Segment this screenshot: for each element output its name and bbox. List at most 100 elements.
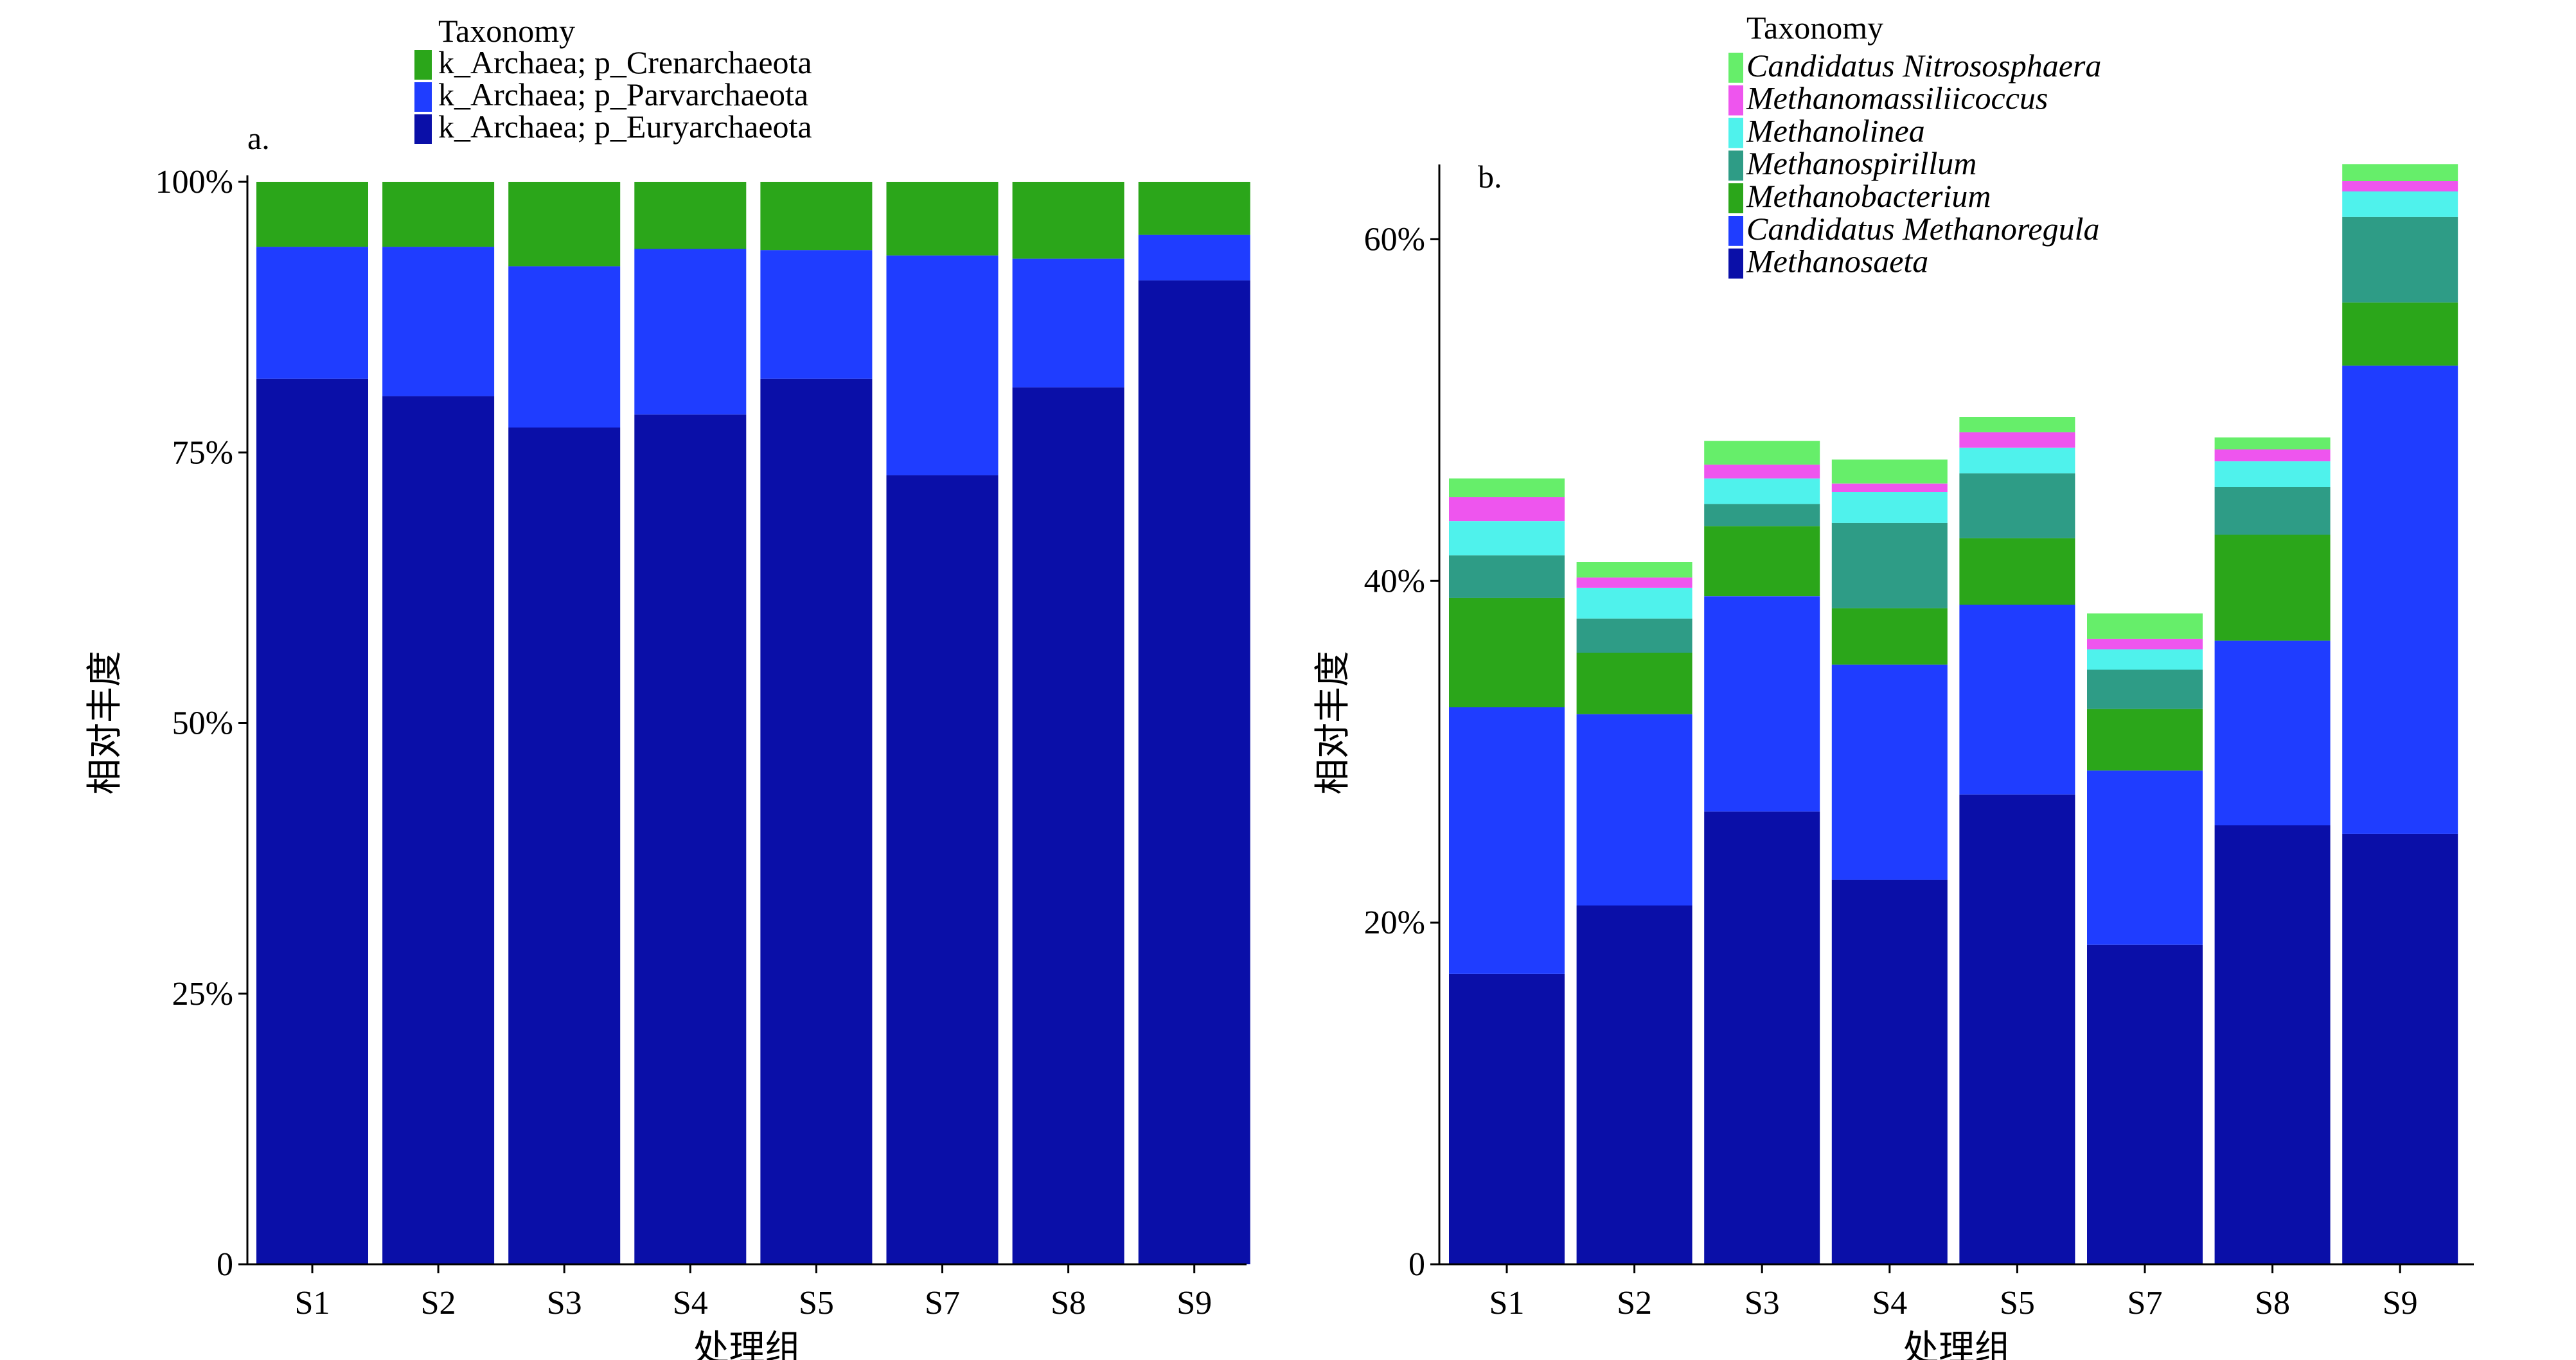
b-bar-s3-series-3	[1704, 504, 1820, 527]
b-bar-s5-series-2	[1959, 538, 2075, 605]
panel-b-label: b.	[1478, 159, 1502, 195]
b-bar-s1-series-4	[1449, 521, 1565, 556]
a-y-tick-label: 100%	[155, 164, 233, 200]
b-bar-s9-series-3	[2342, 216, 2458, 303]
b-bar-s4-series-3	[1831, 522, 1948, 608]
b-bar-s1-series-3	[1449, 555, 1565, 598]
b-bar-s1-series-1	[1449, 707, 1565, 974]
b-x-tick-label-s1: S1	[1489, 1285, 1525, 1321]
panel-a-label: a.	[247, 120, 270, 156]
a-bar-s2-series-0	[382, 396, 495, 1264]
b-x-tick-label-s4: S4	[1872, 1285, 1907, 1321]
b-x-tick-label-s5: S5	[2000, 1285, 2035, 1321]
a-legend-title: Taxonomy	[438, 13, 575, 49]
a-bar-s2-series-1	[382, 247, 495, 396]
b-bar-s5-series-5	[1959, 432, 2075, 448]
b-bar-s1-series-6	[1449, 478, 1565, 497]
b-bar-s8-series-1	[2214, 640, 2331, 826]
a-x-tick-label-s2: S2	[421, 1285, 456, 1321]
b-legend-label: Candidatus Methanoregula	[1746, 211, 2100, 247]
b-bar-s1-series-0	[1449, 973, 1565, 1264]
b-x-tick-label-s7: S7	[2127, 1285, 2163, 1321]
b-bar-s2-series-4	[1576, 587, 1692, 619]
panel-b: b. 0 20% 40% 60% S1 S2 S3 S4 S5 S7 S8 S9 处理组 相对丰度 Taxo…	[1313, 10, 2474, 1360]
b-bar-s7-series-0	[2087, 944, 2203, 1264]
a-y-tick-label: 75%	[172, 434, 233, 471]
b-x-tick-label-s9: S9	[2383, 1285, 2418, 1321]
b-legend-swatch	[1728, 150, 1743, 181]
b-legend-swatch	[1728, 248, 1743, 279]
a-x-tick-label-s1: S1	[295, 1285, 330, 1321]
a-bar-s3-series-2	[508, 182, 621, 267]
b-bar-s8-series-2	[2214, 534, 2331, 641]
b-legend-label: Candidatus Nitrososphaera	[1746, 48, 2101, 84]
b-legend-swatch	[1728, 85, 1743, 116]
a-x-tick-label-s3: S3	[547, 1285, 582, 1321]
a-x-axis-title: 处理组	[693, 1329, 801, 1360]
b-bar-s8-series-4	[2214, 461, 2331, 487]
b-bar-s3-series-0	[1704, 811, 1820, 1264]
b-bar-s5-series-1	[1959, 605, 2075, 795]
a-legend-label: k_Archaea; p_Parvarchaeota	[438, 76, 808, 112]
b-bar-s5-series-6	[1959, 417, 2075, 432]
b-bar-s7-series-2	[2087, 709, 2203, 771]
a-bar-s1-series-2	[256, 182, 368, 247]
a-bar-s7-series-0	[886, 475, 999, 1264]
a-legend-swatch	[414, 82, 432, 112]
a-x-tick-label-s8: S8	[1051, 1285, 1086, 1321]
b-x-tick-label-s3: S3	[1745, 1285, 1780, 1321]
b-bar-s3-series-5	[1704, 464, 1820, 479]
a-bar-s8-series-0	[1012, 387, 1124, 1264]
b-legend-title: Taxonomy	[1746, 10, 1883, 46]
b-bar-s3-series-2	[1704, 526, 1820, 597]
b-bar-s4-series-4	[1831, 492, 1948, 523]
b-bar-s7-series-3	[2087, 669, 2203, 709]
b-bar-s4-series-6	[1831, 459, 1948, 484]
a-x-tick-label-s5: S5	[799, 1285, 834, 1321]
b-bar-s9-series-4	[2342, 191, 2458, 217]
b-bar-s5-series-3	[1959, 473, 2075, 538]
a-y-axis-title: 相对丰度	[85, 651, 125, 795]
a-bar-s3-series-1	[508, 266, 621, 428]
b-bar-s4-series-5	[1831, 483, 1948, 492]
b-y-tick-label: 20%	[1364, 905, 1425, 941]
b-bar-s3-series-1	[1704, 596, 1820, 812]
panel-a: a. 0 25% 50% 75% 100% S1 S2 S3 S4 S5 S7 S8 S9 处理组 相对丰度…	[85, 13, 1250, 1360]
b-bar-s4-series-1	[1831, 664, 1948, 880]
b-bar-s2-series-2	[1576, 652, 1692, 714]
b-legend-label: Methanomassiliicoccus	[1746, 80, 2048, 116]
a-bar-s4-series-1	[634, 249, 747, 415]
a-bar-s8-series-2	[1012, 182, 1124, 259]
a-legend-swatch	[414, 50, 432, 80]
b-bar-s9-series-6	[2342, 164, 2458, 181]
a-bar-s2-series-2	[382, 182, 495, 247]
b-x-tick-label-s2: S2	[1617, 1285, 1652, 1321]
b-y-tick-label: 40%	[1364, 563, 1425, 599]
b-bar-s5-series-4	[1959, 447, 2075, 473]
a-bar-s3-series-0	[508, 427, 621, 1264]
a-bar-s4-series-2	[634, 182, 747, 249]
a-x-tick-label-s4: S4	[673, 1285, 708, 1321]
b-legend-swatch	[1728, 183, 1743, 213]
a-bar-s8-series-1	[1012, 258, 1124, 388]
a-legend-label: k_Archaea; p_Euryarchaeota	[438, 109, 812, 145]
a-bar-s9-series-2	[1138, 182, 1250, 235]
b-y-axis-title: 相对丰度	[1313, 651, 1353, 795]
a-x-tick-label-s7: S7	[925, 1285, 960, 1321]
b-bar-s8-series-3	[2214, 487, 2331, 535]
a-bar-s9-series-0	[1138, 280, 1250, 1264]
b-bar-s9-series-0	[2342, 833, 2458, 1264]
b-bar-s9-series-5	[2342, 181, 2458, 191]
a-legend-swatch	[414, 114, 432, 144]
b-legend-label: Methanosaeta	[1746, 243, 1928, 279]
b-legend-swatch	[1728, 118, 1743, 148]
b-bar-s1-series-5	[1449, 497, 1565, 522]
b-bar-s2-series-5	[1576, 577, 1692, 588]
b-bar-s3-series-6	[1704, 441, 1820, 465]
b-x-axis-title: 处理组	[1903, 1329, 2011, 1360]
b-legend-label: Methanolinea	[1746, 112, 1925, 148]
a-bar-s4-series-0	[634, 414, 747, 1264]
b-bar-s7-series-4	[2087, 649, 2203, 670]
a-y-tick-label: 25%	[172, 976, 233, 1012]
